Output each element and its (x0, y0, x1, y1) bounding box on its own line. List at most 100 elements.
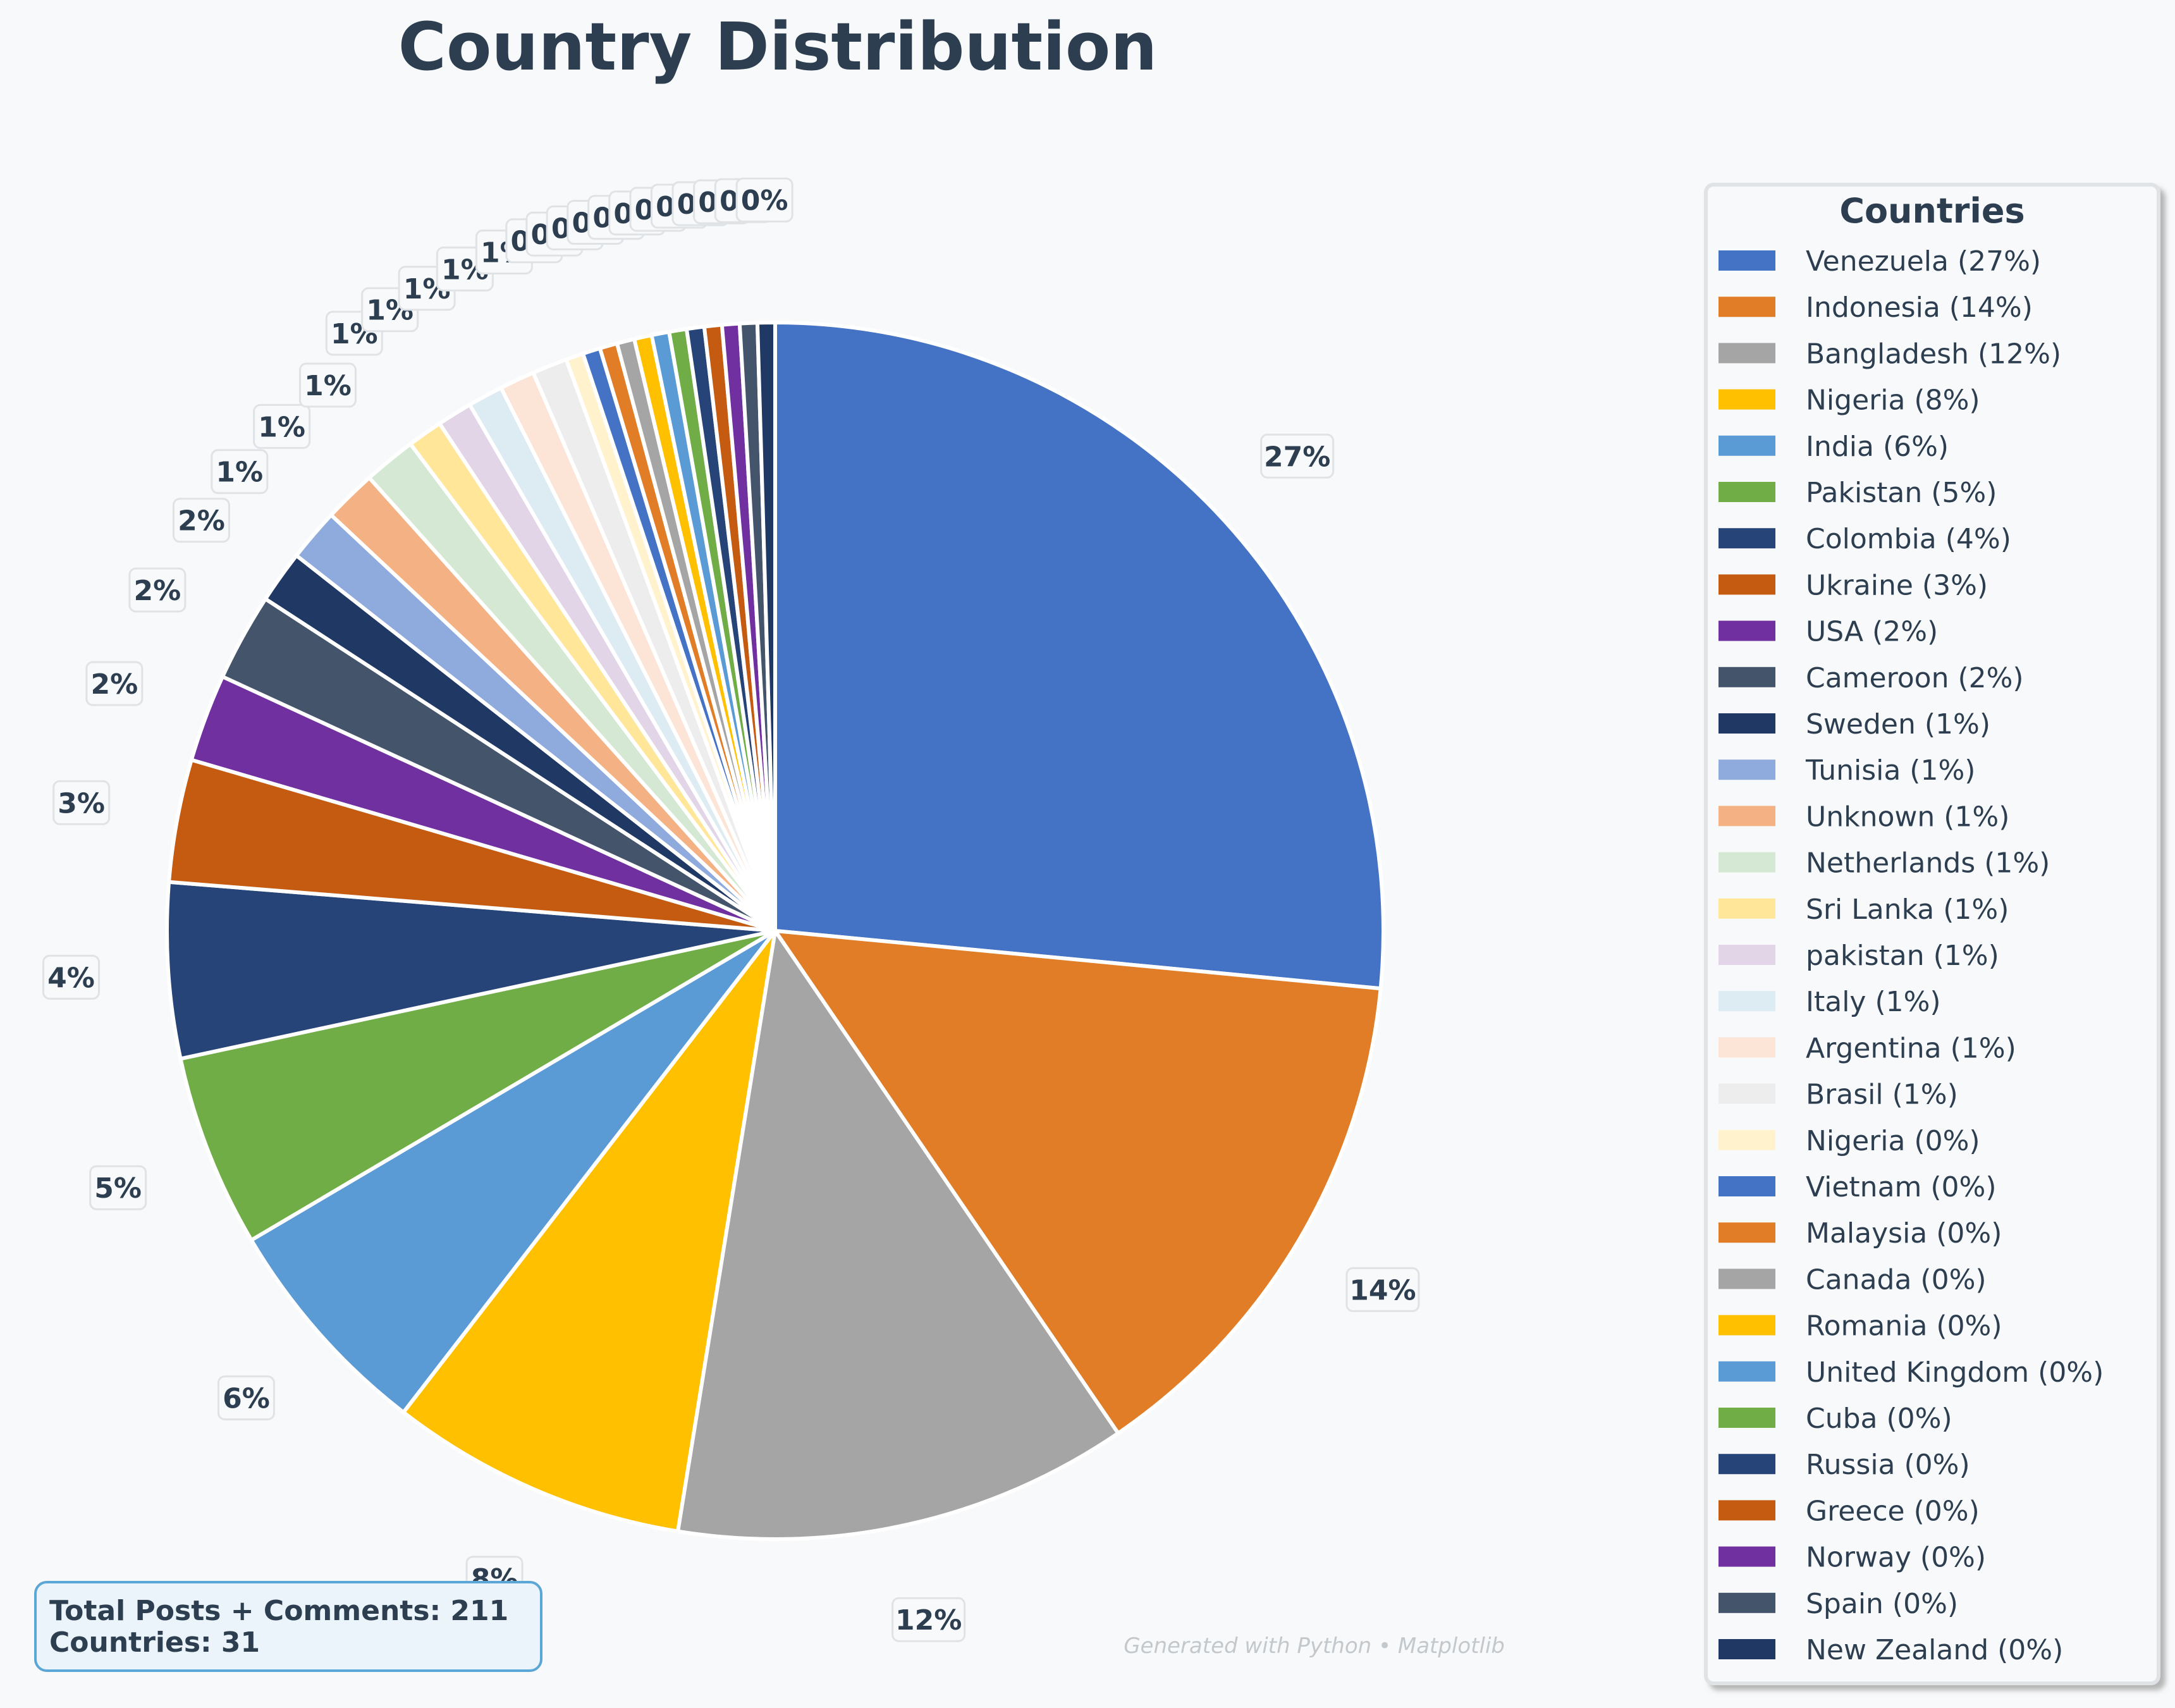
pct-label: 14% (1345, 1267, 1420, 1312)
legend-label: Tunisia (1%) (1805, 754, 1975, 787)
legend-item: Vietnam (0%) (1719, 1171, 1997, 1203)
legend-item: Norway (0%) (1719, 1542, 1986, 1574)
legend-item: Indonesia (14%) (1719, 292, 2033, 324)
pct-label: 4% (42, 954, 100, 1000)
pct-label-text: 2% (178, 505, 225, 538)
pct-label-text: 14% (1349, 1274, 1416, 1306)
legend-label: Italy (1%) (1806, 986, 1941, 1018)
legend-swatch (1719, 945, 1775, 965)
legend-swatch (1719, 991, 1775, 1012)
pct-label-text: 2% (90, 668, 138, 701)
legend-label: Norway (0%) (1806, 1542, 1986, 1574)
legend-label: pakistan (1%) (1806, 940, 1999, 972)
pct-label: 5% (89, 1165, 147, 1210)
legend-label: Venezuela (27%) (1806, 245, 2041, 278)
legend-item: Romania (0%) (1719, 1310, 2002, 1342)
pct-label-box (52, 780, 111, 825)
pie-slice (755, 321, 777, 933)
legend-swatch (1719, 343, 1775, 364)
pct-label: 0% (735, 177, 793, 223)
legend-item: Colombia (4%) (1719, 523, 2011, 555)
chart-title: Country Distribution (398, 8, 1158, 85)
legend-label: Spain (0%) (1806, 1588, 1958, 1620)
stats-countries: Countries: 31 (49, 1626, 260, 1659)
pie-slices (165, 321, 1385, 1541)
legend-item: USA (2%) (1719, 616, 1938, 648)
legend-item: pakistan (1%) (1719, 940, 1999, 972)
legend-label: Sweden (1%) (1806, 708, 1990, 740)
legend-item: Nigeria (0%) (1719, 1125, 1980, 1157)
legend-swatch (1719, 1546, 1775, 1567)
legend-item: Sweden (1%) (1719, 708, 1990, 740)
pct-label: 2% (172, 498, 230, 543)
legend-item: Canada (0%) (1719, 1263, 1987, 1296)
legend-item: Netherlands (1%) (1719, 847, 2050, 880)
legend-item: Italy (1%) (1719, 986, 1941, 1018)
pct-label: 2% (85, 661, 144, 706)
legend-label: Nigeria (0%) (1806, 1125, 1980, 1157)
legend-title: Countries (1839, 191, 2025, 231)
pct-label-box (1345, 1267, 1420, 1312)
legend-item: India (6%) (1719, 431, 1949, 463)
legend-swatch (1719, 1176, 1775, 1196)
pct-label-box (128, 567, 187, 613)
legend-swatch (1719, 759, 1775, 780)
legend-items: Venezuela (27%) Indonesia (14%) Bangladesh… (1719, 245, 2104, 1666)
legend-label: Romania (0%) (1806, 1310, 2002, 1342)
pct-label: 1% (298, 362, 357, 408)
legend-label: Canada (0%) (1806, 1263, 1987, 1296)
legend-swatch (1719, 1222, 1775, 1243)
legend-item: Tunisia (1%) (1719, 754, 1975, 787)
legend-label: Unknown (1%) (1806, 801, 2009, 833)
legend-item: New Zealand (0%) (1719, 1634, 2063, 1666)
legend-swatch (1719, 1269, 1775, 1289)
pct-label-text: 6% (223, 1383, 270, 1415)
legend-label: Cameroon (2%) (1806, 662, 2024, 694)
legend-swatch (1719, 1361, 1775, 1382)
legend-item: Bangladesh (12%) (1719, 338, 2061, 370)
legend-swatch (1719, 1454, 1775, 1475)
legend-item: Russia (0%) (1719, 1449, 1970, 1481)
legend-label: Cuba (0%) (1806, 1403, 1952, 1435)
legend-swatch (1719, 482, 1775, 502)
pct-label-box (217, 1375, 275, 1421)
legend-item: Unknown (1%) (1719, 801, 2009, 833)
pct-label: 12% (891, 1597, 966, 1642)
pie-slice (165, 880, 777, 1061)
legend-swatch (1719, 1037, 1775, 1058)
legend-item: Cameroon (2%) (1719, 662, 2024, 694)
legend-label: New Zealand (0%) (1806, 1634, 2063, 1666)
legend-item: United Kingdom (0%) (1719, 1356, 2104, 1389)
pie-slice (178, 929, 777, 1243)
legend-label: Bangladesh (12%) (1806, 338, 2061, 370)
legend-label: USA (2%) (1806, 616, 1938, 648)
legend-swatch (1719, 574, 1775, 595)
stats-box: Total Posts + Comments: 211 Countries: 3… (34, 1581, 542, 1672)
pct-label-box (42, 954, 100, 1000)
legend-swatch (1719, 1592, 1775, 1613)
legend-item: Malaysia (0%) (1719, 1217, 2002, 1250)
pct-label-box (172, 498, 230, 543)
pct-label-box (891, 1597, 966, 1642)
legend-item: Ukraine (3%) (1719, 569, 1988, 601)
legend-label: Brasil (1%) (1806, 1079, 1958, 1111)
pct-label-box (85, 661, 144, 706)
pct-label-text: 3% (58, 787, 105, 820)
legend-swatch (1719, 250, 1775, 271)
legend-swatch (1719, 1408, 1775, 1428)
legend-item: Greece (0%) (1719, 1495, 1980, 1527)
pct-label: 6% (217, 1375, 275, 1421)
legend-swatch (1719, 852, 1775, 873)
legend-swatch (1719, 1315, 1775, 1336)
legend-item: Sri Lanka (1%) (1719, 894, 2009, 926)
pct-label-text: 27% (1264, 441, 1330, 473)
pie-slice (249, 929, 777, 1415)
pie-slice (676, 929, 1120, 1541)
pct-label-text: 1% (258, 411, 305, 443)
pct-label-box (253, 403, 311, 449)
legend-frame (1704, 183, 2160, 1685)
stats-total: Total Posts + Comments: 211 (49, 1595, 508, 1627)
pct-label-text: 5% (94, 1172, 142, 1205)
pct-label: 1% (211, 449, 269, 495)
